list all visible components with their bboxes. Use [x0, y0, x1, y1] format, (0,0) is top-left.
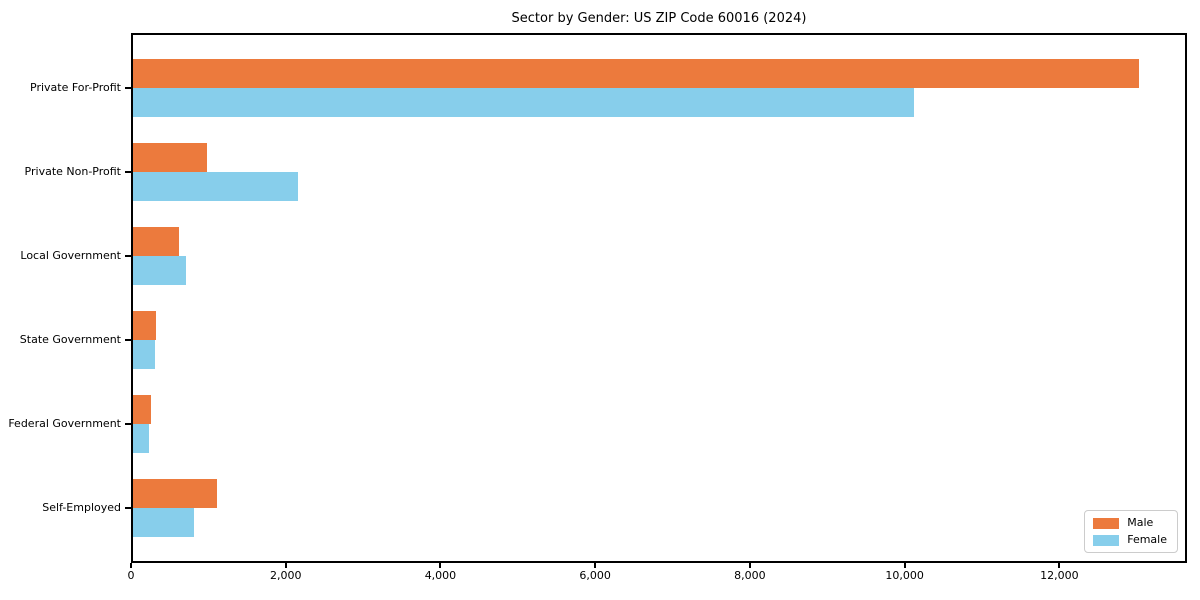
category-label: Local Government	[20, 249, 121, 263]
category-label: Federal Government	[8, 417, 121, 431]
x-tick-mark	[130, 563, 132, 568]
y-tick-mark	[125, 507, 131, 510]
y-tick-mark	[125, 87, 131, 90]
bar-female-4	[133, 340, 155, 370]
x-tick-mark	[1058, 563, 1061, 568]
bar-female-3	[133, 256, 187, 286]
bar-male-4	[133, 311, 157, 341]
bar-female-1	[133, 88, 915, 118]
x-tick-mark	[284, 563, 287, 568]
x-tick-mark	[903, 563, 906, 568]
x-tick-label: 8,000	[734, 569, 766, 582]
category-label: State Government	[19, 333, 121, 347]
legend-swatch-female	[1093, 534, 1120, 546]
bar-male-3	[133, 227, 180, 257]
bar-male-1	[133, 59, 1139, 89]
bar-female-2	[133, 172, 298, 202]
legend-swatch-male	[1093, 517, 1120, 529]
category-label: Private Non-Profit	[24, 165, 121, 179]
chart-title: Sector by Gender: US ZIP Code 60016 (202…	[511, 11, 807, 26]
bar-male-6	[133, 479, 217, 509]
legend: Male Female	[1084, 510, 1178, 553]
plot-area: Male Female	[131, 33, 1187, 563]
y-tick-mark	[125, 255, 131, 258]
x-tick-label: 0	[127, 569, 135, 582]
bar-female-5	[133, 424, 149, 454]
x-tick-mark	[594, 563, 597, 568]
x-tick-label: 4,000	[424, 569, 457, 582]
x-tick-mark	[748, 563, 751, 568]
x-tick-label: 12,000	[1040, 569, 1079, 582]
y-tick-mark	[125, 423, 131, 426]
legend-label-female: Female	[1127, 533, 1167, 546]
x-tick-label: 2,000	[269, 569, 302, 582]
y-tick-mark	[125, 339, 131, 342]
x-tick-label: 6,000	[579, 569, 611, 582]
x-tick-label: 10,000	[885, 569, 924, 582]
bar-female-6	[133, 508, 195, 538]
legend-label-male: Male	[1127, 516, 1154, 529]
legend-entry-female: Female	[1093, 534, 1167, 546]
category-label: Private For-Profit	[30, 81, 121, 95]
bar-male-2	[133, 143, 208, 173]
x-tick-mark	[439, 563, 442, 568]
legend-entry-male: Male	[1093, 517, 1167, 529]
category-label: Self-Employed	[42, 501, 121, 515]
y-tick-mark	[125, 171, 131, 174]
bar-male-5	[133, 395, 151, 425]
